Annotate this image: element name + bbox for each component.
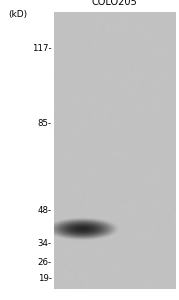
Text: (kD): (kD) bbox=[8, 11, 27, 20]
Text: COLO205: COLO205 bbox=[92, 0, 137, 7]
